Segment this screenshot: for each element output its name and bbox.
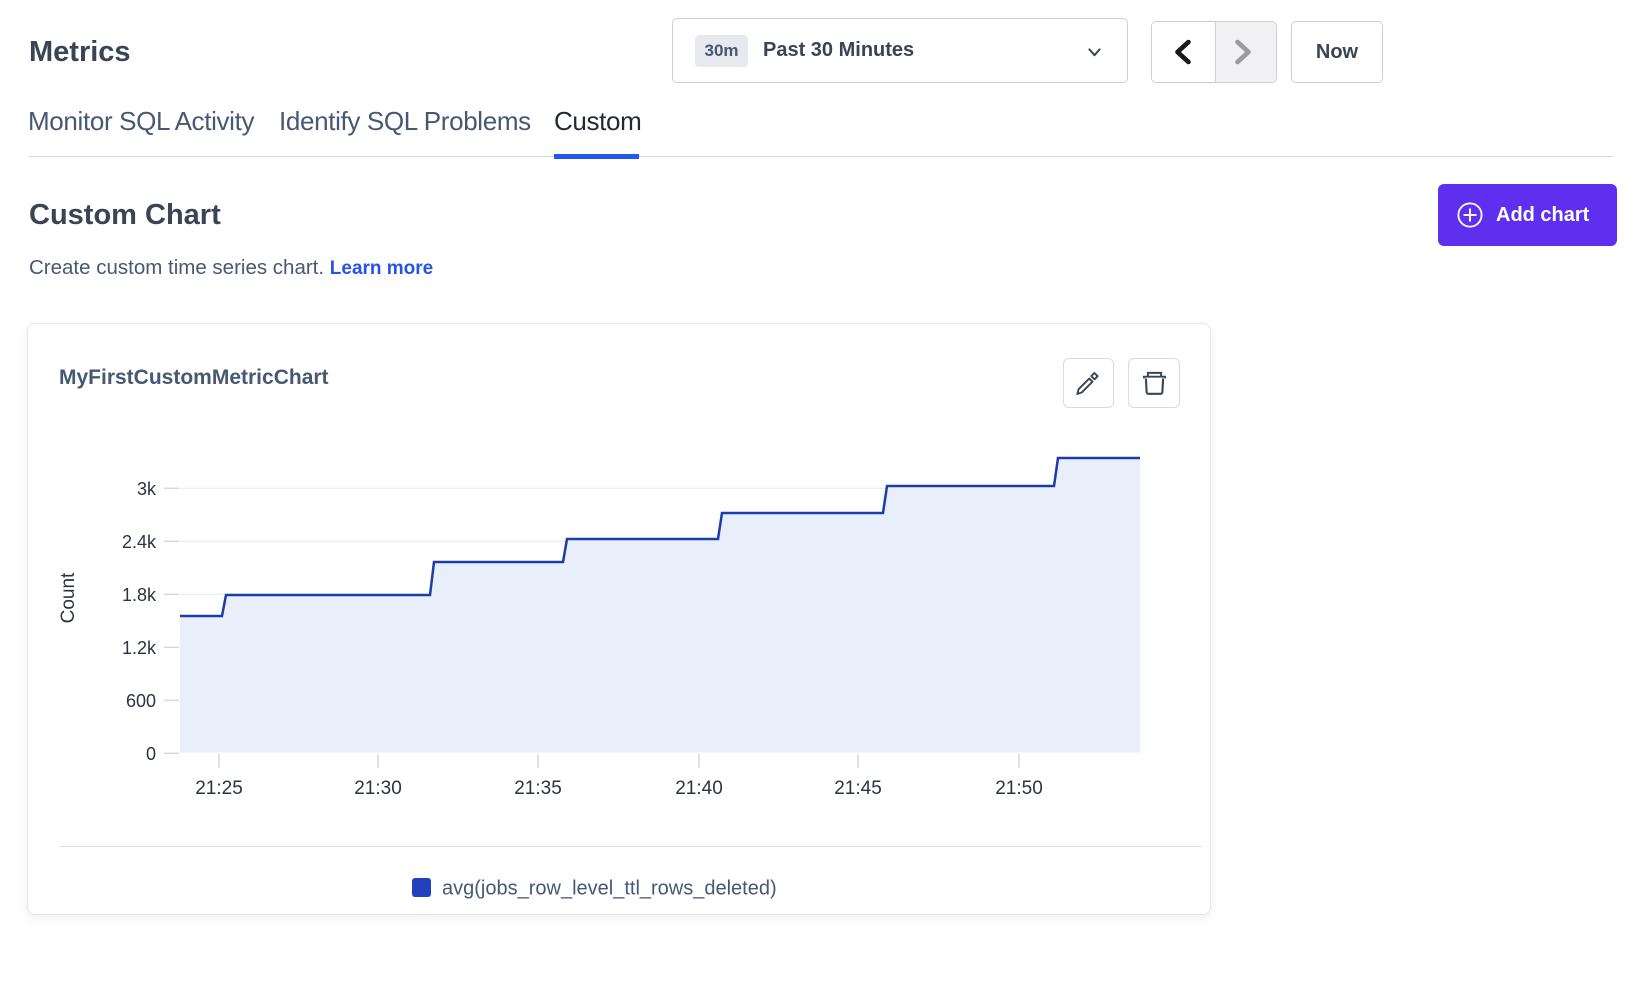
- svg-text:1.8k: 1.8k: [122, 585, 157, 605]
- svg-text:21:30: 21:30: [354, 778, 402, 799]
- svg-text:Count: Count: [58, 572, 79, 623]
- svg-text:0: 0: [146, 744, 156, 764]
- svg-text:1.2k: 1.2k: [122, 638, 157, 658]
- svg-text:21:35: 21:35: [514, 778, 562, 799]
- svg-text:avg(jobs_row_level_ttl_rows_de: avg(jobs_row_level_ttl_rows_deleted): [442, 878, 777, 900]
- svg-text:21:40: 21:40: [675, 778, 723, 799]
- svg-text:21:25: 21:25: [195, 778, 243, 799]
- svg-text:21:45: 21:45: [834, 778, 882, 799]
- svg-text:21:50: 21:50: [995, 778, 1043, 799]
- svg-text:3k: 3k: [137, 479, 157, 499]
- svg-text:600: 600: [126, 691, 156, 711]
- svg-text:2.4k: 2.4k: [122, 532, 157, 552]
